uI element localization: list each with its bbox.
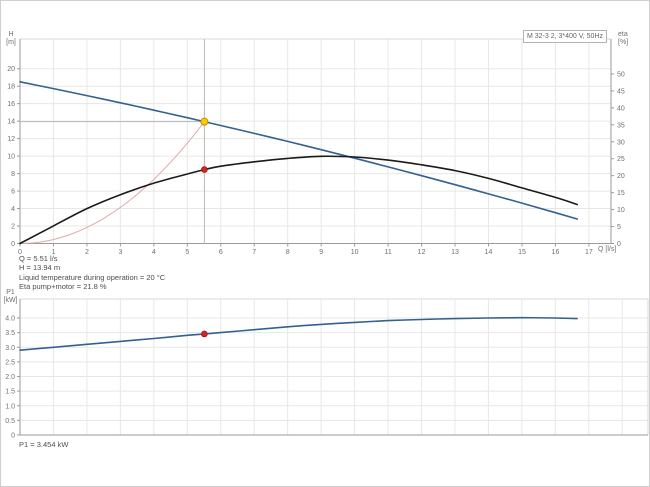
x-tick-label: 13 — [451, 249, 459, 256]
y-tick-label-right: 0 — [617, 241, 621, 248]
h-axis-label: H [m] — [6, 31, 16, 46]
system-curve-path — [19, 121, 205, 244]
p1-value-point — [201, 330, 208, 338]
info-line-q: Q = 5.51 l/s — [19, 254, 58, 263]
info-line-h: H = 13.94 m — [19, 263, 61, 273]
y-tick-label-left: 8 — [11, 171, 15, 178]
q-axis-label: Q [l/s] — [598, 246, 617, 253]
y-tick-label-right: 50 — [617, 71, 625, 78]
y-tick-label-right: 40 — [617, 105, 625, 112]
y-tick-label-left: 10 — [7, 154, 15, 161]
x-tick-label: 16 — [552, 249, 560, 256]
y-tick-label-left: 0.5 — [5, 418, 15, 425]
pump-model-badge: M 32-3 2, 3*400 V, 50Hz — [522, 30, 607, 43]
y-tick-label-left: 6 — [11, 189, 15, 196]
x-tick-label: 1 — [52, 249, 56, 256]
x-tick-label: 10 — [351, 249, 359, 256]
y-tick-label-left: 20 — [7, 66, 15, 73]
y-tick-label-left: 3.5 — [5, 330, 15, 337]
y-tick-label-left: 16 — [7, 101, 15, 108]
duty-point-info-panel: Q = 5.51 l/s H = 13.94 m Liquid temperat… — [19, 254, 165, 291]
y-tick-label-left: 1.0 — [5, 403, 15, 410]
eta-curve-path — [19, 155, 578, 245]
y-tick-label-right: 25 — [617, 156, 625, 163]
x-tick-label: 8 — [286, 249, 290, 256]
y-tick-label-left: 2 — [11, 224, 15, 231]
y-tick-label-left: 0 — [11, 433, 15, 440]
x-tick-label: 12 — [418, 249, 426, 256]
y-tick-label-left: 2.0 — [5, 374, 15, 381]
x-tick-label: 11 — [384, 249, 391, 256]
eta-value-point — [201, 166, 208, 173]
x-tick-label: 4 — [152, 249, 156, 256]
y-tick-label-right: 30 — [617, 139, 625, 146]
y-tick-label-right: 15 — [617, 190, 625, 197]
y-tick-label-left: 12 — [7, 136, 15, 143]
x-tick-label: 14 — [485, 249, 493, 256]
y-tick-label-left: 4.0 — [5, 316, 15, 323]
info-line-eta: Eta pump+motor = 21.8 % — [19, 281, 107, 291]
p1-curve-path — [19, 316, 578, 351]
y-tick-label-left: 18 — [7, 84, 15, 91]
y-tick-label-right: 20 — [617, 173, 625, 180]
x-tick-label: 15 — [518, 249, 526, 256]
y-tick-label-left: 14 — [7, 119, 15, 126]
x-tick-label: 3 — [118, 249, 122, 256]
y-tick-label-left: 4 — [11, 206, 15, 213]
y-tick-label-right: 35 — [617, 122, 625, 129]
pump-curve-path — [19, 81, 578, 220]
y-tick-label-left: 2.5 — [5, 359, 15, 366]
x-tick-label: 2 — [85, 249, 89, 256]
y-tick-label-left: 0 — [11, 241, 15, 248]
x-tick-label: 5 — [185, 249, 189, 256]
x-tick-label: 7 — [252, 249, 256, 256]
duty-point[interactable] — [200, 117, 209, 126]
info-line-liquid-temp: Liquid temperature during operation = 20… — [19, 272, 166, 282]
y-tick-label-right: 45 — [617, 88, 625, 95]
y-tick-label-right: 10 — [617, 207, 625, 214]
x-tick-label: 9 — [319, 249, 323, 256]
x-tick-label: 6 — [219, 249, 223, 256]
y-tick-label-right: 5 — [617, 224, 621, 231]
x-tick-label: 0 — [18, 249, 22, 256]
p1-axis-label: P1 [kW] — [3, 289, 18, 304]
y-tick-label-left: 3.0 — [5, 345, 15, 352]
eta-axis-label: eta [%] — [618, 31, 629, 46]
x-tick-label: 17 — [585, 249, 593, 256]
p1-result-line: P1 = 3.454 kW — [19, 440, 69, 449]
y-tick-label-left: 1.5 — [5, 389, 15, 396]
